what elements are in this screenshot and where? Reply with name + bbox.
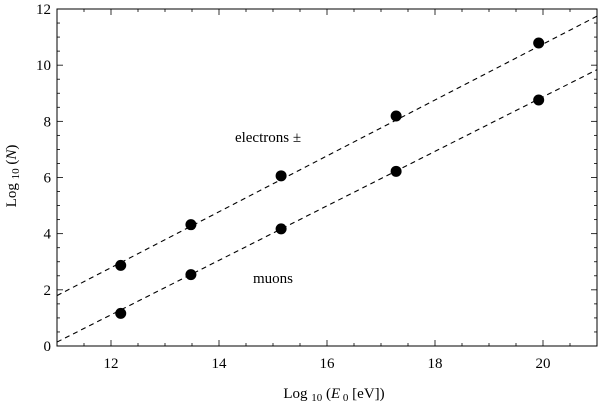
data-point-electrons xyxy=(185,219,197,231)
y-tick-label: 6 xyxy=(44,171,52,187)
data-point-muons xyxy=(115,307,127,319)
svg-text:Log 10 (E 0 [eV]): Log 10 (E 0 [eV]) xyxy=(283,386,384,404)
y-tick-label: 12 xyxy=(36,2,51,18)
plot-area: 12 14 16 18 20 0 2 4 6 8 10 12 xyxy=(36,2,598,372)
fit-lines xyxy=(57,15,597,343)
fit-line-electrons xyxy=(57,15,597,297)
x-tick-label: 20 xyxy=(536,356,551,372)
data-point-muons xyxy=(185,269,197,281)
annotation-electrons: electrons ± xyxy=(235,130,301,146)
data-points xyxy=(115,37,545,319)
plot-frame xyxy=(56,8,598,347)
axis-ticks: 12 14 16 18 20 0 2 4 6 8 10 12 xyxy=(36,2,598,372)
x-tick-label: 16 xyxy=(320,356,336,372)
y-tick-label: 0 xyxy=(44,339,52,355)
fit-line-muons xyxy=(57,69,597,343)
y-tick-label: 4 xyxy=(44,227,52,243)
data-point-muons xyxy=(533,94,545,106)
x-tick-label: 14 xyxy=(212,356,228,372)
data-point-electrons xyxy=(533,37,545,49)
svg-text:Log 10 (N): Log 10 (N) xyxy=(4,145,22,208)
x-tick-label: 12 xyxy=(104,356,119,372)
y-tick-label: 10 xyxy=(36,58,51,74)
data-point-electrons xyxy=(275,170,287,182)
x-axis-title: Log 10 (E 0 [eV]) xyxy=(283,386,384,404)
data-point-muons xyxy=(390,165,402,177)
x-tick-label: 18 xyxy=(428,356,443,372)
y-axis-title: Log 10 (N) xyxy=(4,145,22,208)
data-point-electrons xyxy=(390,110,402,122)
data-point-electrons xyxy=(115,259,127,271)
data-point-muons xyxy=(275,223,287,235)
y-tick-label: 2 xyxy=(44,283,52,299)
annotation-muons: muons xyxy=(253,271,293,287)
y-tick-label: 8 xyxy=(44,114,52,130)
